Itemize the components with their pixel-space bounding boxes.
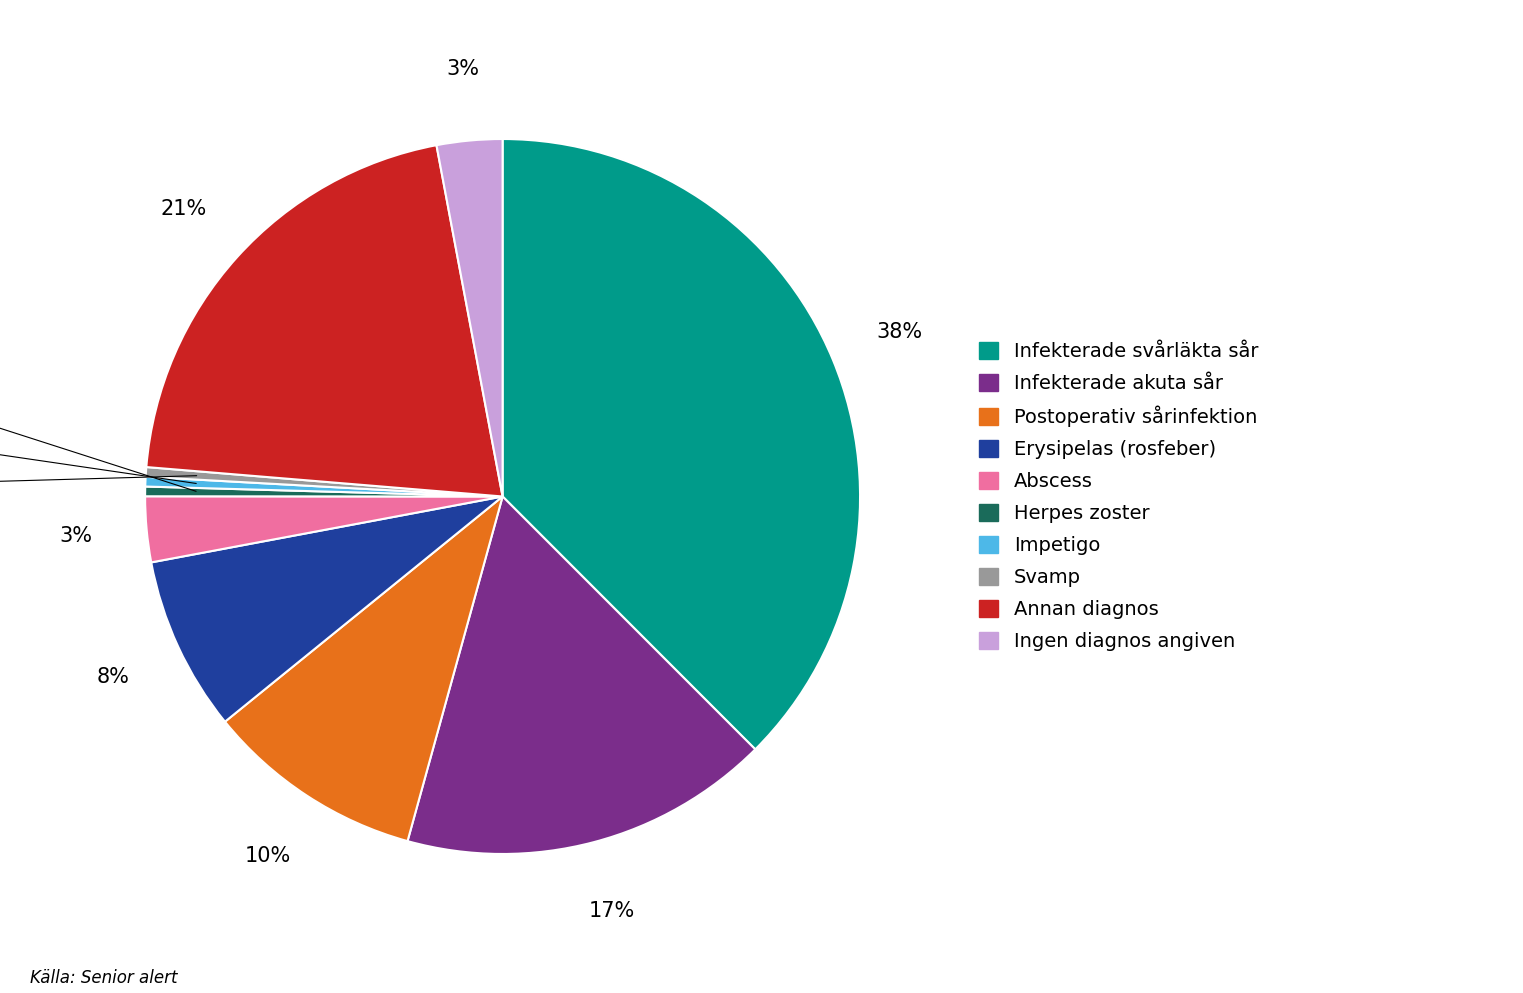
Wedge shape [146,467,503,496]
Wedge shape [151,496,503,722]
Legend: Infekterade svårläkta sår, Infekterade akuta sår, Postoperativ sårinfektion, Ery: Infekterade svårläkta sår, Infekterade a… [969,332,1269,661]
Text: 3%: 3% [446,60,480,79]
Wedge shape [408,496,755,854]
Wedge shape [145,487,503,496]
Text: 38%: 38% [876,323,921,343]
Text: Källa: Senior alert: Källa: Senior alert [30,969,178,987]
Text: 3%: 3% [59,526,91,546]
Wedge shape [437,139,503,496]
Text: 0%: 0% [0,440,196,484]
Text: 8%: 8% [97,666,129,687]
Text: 21%: 21% [161,200,207,219]
Text: 17%: 17% [589,902,635,922]
Wedge shape [145,496,503,562]
Wedge shape [146,145,503,496]
Wedge shape [145,477,503,496]
Wedge shape [503,139,860,750]
Text: 10%: 10% [245,845,291,866]
Text: 0%: 0% [0,473,196,493]
Wedge shape [225,496,503,841]
Text: 0%: 0% [0,408,196,492]
